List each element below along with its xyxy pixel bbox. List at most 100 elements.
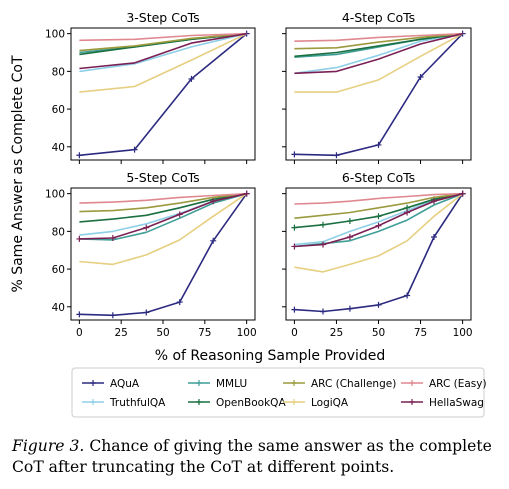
- y-tick-label: 80: [52, 66, 65, 78]
- subplot-title: 3-Step CoTs: [126, 10, 199, 25]
- data-point-aqua: [210, 237, 217, 244]
- data-point-hellaswag: [346, 234, 353, 241]
- legend-entry-hellaswag: HellaSwag: [401, 397, 484, 409]
- data-point-aqua: [404, 292, 411, 299]
- series-line-mmlu: [294, 192, 463, 248]
- series-line-arc-challenge: [79, 32, 247, 52]
- legend-marker: [409, 380, 415, 386]
- legend-label: AQuA: [110, 378, 140, 390]
- data-point-aqua: [417, 74, 424, 81]
- y-axis-label: % Same Answer as Complete CoT: [10, 55, 26, 293]
- figure-canvas: % Same Answer as Complete CoT % of Reaso…: [10, 10, 487, 418]
- series-line-aqua: [294, 193, 464, 313]
- x-tick-label: 50: [372, 327, 385, 339]
- data-point-openbookqa: [291, 224, 298, 231]
- series-line-arc-easy: [79, 192, 247, 204]
- data-point-hellaswag: [375, 222, 382, 229]
- series-line-aqua: [79, 33, 248, 157]
- series-group: [76, 190, 250, 319]
- data-point-hellaswag: [210, 198, 217, 205]
- data-point-aqua: [176, 299, 183, 306]
- series-line-truthfulqa: [79, 32, 247, 73]
- y-tick-label: 80: [52, 226, 65, 238]
- legend-entry-arc-easy: ARC (Easy): [401, 378, 487, 390]
- series-line-arc-easy: [79, 32, 247, 42]
- series-line-aqua: [294, 33, 464, 157]
- data-point-openbookqa: [375, 213, 382, 220]
- legend-entry-truthfulqa: TruthfulQA: [82, 397, 166, 409]
- data-point-hellaswag: [243, 190, 250, 197]
- legend-entry-arc-challenge: ARC (Challenge): [283, 378, 396, 390]
- subplot-frame: [285, 187, 472, 321]
- y-tick-label: 60: [52, 104, 65, 116]
- legend-label: ARC (Easy): [429, 378, 487, 390]
- series-group: [76, 30, 250, 159]
- series-line-logiqa: [294, 32, 463, 93]
- legend-frame: [71, 367, 485, 418]
- x-tick-label: 0: [291, 327, 298, 339]
- series-line-openbookqa: [79, 192, 247, 223]
- subplot-frame: [285, 27, 472, 161]
- x-tick-label: 75: [198, 327, 211, 339]
- legend-label: MMLU: [216, 378, 247, 390]
- legend-label: OpenBookQA: [216, 397, 286, 409]
- subplot-title: 4-Step CoTs: [342, 10, 415, 25]
- series-line-truthfulqa: [294, 32, 463, 75]
- legend-marker: [409, 399, 415, 405]
- figure-caption-text: Chance of giving the same answer as the …: [12, 437, 492, 476]
- legend-entry-openbookqa: OpenBookQA: [188, 397, 286, 409]
- subplot-frame: [70, 187, 256, 321]
- data-point-aqua: [131, 146, 138, 153]
- legend-entry-mmlu: MMLU: [188, 378, 247, 390]
- y-tick-label: 40: [52, 142, 65, 154]
- series-line-arc-challenge: [294, 192, 463, 219]
- legend-label: TruthfulQA: [109, 397, 166, 409]
- data-point-hellaswag: [431, 198, 437, 205]
- data-point-aqua: [188, 75, 195, 82]
- data-point-hellaswag: [76, 235, 83, 242]
- legend-marker: [90, 399, 96, 405]
- legend-label: ARC (Challenge): [311, 378, 396, 390]
- y-tick-label: 100: [45, 29, 65, 41]
- series-line-arc-challenge: [294, 32, 463, 50]
- data-point-hellaswag: [404, 209, 411, 216]
- series-line-hellaswag: [294, 32, 463, 75]
- series-line-logiqa: [79, 32, 247, 93]
- series-line-logiqa: [294, 193, 464, 273]
- series-line-hellaswag: [79, 192, 247, 240]
- y-tick-label: 100: [45, 189, 65, 201]
- data-point-aqua: [109, 312, 116, 319]
- legend-marker: [196, 399, 202, 405]
- subplot-frame: [70, 27, 256, 161]
- data-point-aqua: [143, 309, 150, 316]
- data-point-aqua: [291, 306, 298, 313]
- legend-label: HellaSwag: [429, 397, 484, 409]
- data-point-hellaswag: [143, 224, 150, 231]
- series-line-aqua: [79, 193, 248, 317]
- subplot-title: 6-Step CoTs: [342, 170, 415, 185]
- x-tick-label: 50: [156, 327, 169, 339]
- data-point-openbookqa: [346, 218, 353, 224]
- data-point-hellaswag: [109, 234, 116, 241]
- y-tick-label: 60: [52, 264, 65, 276]
- series-line-openbookqa: [294, 32, 463, 58]
- series-line-arc-challenge: [79, 192, 247, 213]
- series-group: [291, 190, 466, 315]
- figure-caption: Figure 3. Chance of giving the same answ…: [12, 436, 502, 478]
- series-line-hellaswag: [294, 192, 463, 248]
- x-tick-label: 75: [414, 327, 427, 339]
- legend-label: LogiQA: [311, 397, 349, 409]
- data-point-aqua: [333, 152, 340, 159]
- x-tick-label: 25: [330, 327, 343, 339]
- data-point-hellaswag: [320, 241, 326, 248]
- data-point-aqua: [291, 151, 298, 158]
- subplot-title: 5-Step CoTs: [126, 170, 199, 185]
- figure-caption-label: Figure 3.: [12, 437, 85, 455]
- data-point-aqua: [375, 301, 382, 308]
- series-line-logiqa: [79, 193, 248, 266]
- data-point-aqua: [76, 152, 83, 159]
- data-point-aqua: [375, 141, 382, 148]
- legend: AQuA TruthfulQA MMLU OpenBookQA ARC (Challen…: [71, 367, 487, 418]
- data-point-hellaswag: [176, 211, 183, 218]
- legend-marker: [291, 399, 297, 405]
